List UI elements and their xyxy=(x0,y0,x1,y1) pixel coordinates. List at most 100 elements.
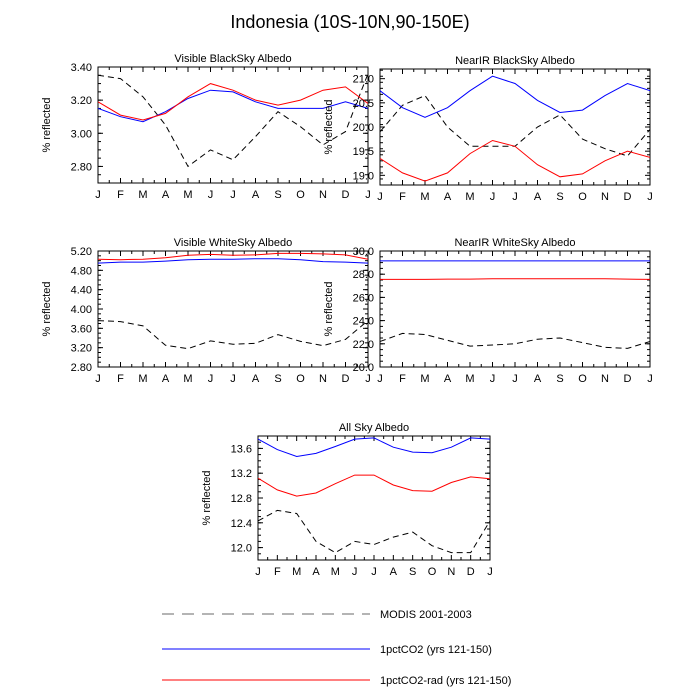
y-tick-label: 4.80 xyxy=(71,265,92,277)
y-axis-label: % reflected xyxy=(323,281,335,336)
x-tick-label: J xyxy=(512,373,518,385)
x-tick-label: M xyxy=(465,191,474,203)
x-tick-label: M xyxy=(420,191,429,203)
x-tick-label: J xyxy=(352,566,358,578)
x-tick-label: D xyxy=(467,566,475,578)
x-tick-label: A xyxy=(162,373,170,385)
y-tick-label: 12.8 xyxy=(231,493,252,505)
chart-panel-1: Visible BlackSky Albedo J F M A M J J A S O N D J 2.80… xyxy=(41,53,371,201)
x-tick-label: F xyxy=(117,373,124,385)
x-tick-label: M xyxy=(331,566,340,578)
x-tick-label: N xyxy=(319,373,327,385)
x-tick-label: A xyxy=(534,191,542,203)
x-tick-label: J xyxy=(208,189,214,201)
x-tick-label: J xyxy=(487,566,493,578)
x-tick-label: M xyxy=(465,373,474,385)
x-tick-label: A xyxy=(252,189,260,201)
panel-title: NearIR WhiteSky Albedo xyxy=(454,237,575,249)
y-tick-label: 4.40 xyxy=(71,285,92,297)
legend-label: 1pctCO2 (yrs 121-150) xyxy=(380,644,492,656)
x-tick-label: A xyxy=(444,191,452,203)
y-tick-label: 21.0 xyxy=(353,74,374,86)
x-tick-label: M xyxy=(420,373,429,385)
main-title: Indonesia (10S-10N,90-150E) xyxy=(230,12,469,32)
x-tick-label: D xyxy=(342,189,350,201)
x-tick-label: J xyxy=(647,373,653,385)
y-tick-label: 30.0 xyxy=(353,246,374,258)
plot-frame xyxy=(379,68,651,186)
x-tick-label: J xyxy=(490,373,496,385)
series-line-3 xyxy=(258,474,490,497)
x-tick-label: J xyxy=(365,373,371,385)
x-tick-label: M xyxy=(292,566,301,578)
x-tick-label: J xyxy=(230,189,236,201)
legend-label: MODIS 2001-2003 xyxy=(380,609,472,621)
x-tick-label: J xyxy=(95,373,101,385)
y-tick-label: 3.20 xyxy=(71,343,92,355)
x-tick-label: J xyxy=(365,189,371,201)
y-tick-label: 3.40 xyxy=(71,62,92,74)
y-tick-label: 20.0 xyxy=(353,362,374,374)
x-tick-label: A xyxy=(252,373,260,385)
series-line-2 xyxy=(258,437,490,458)
y-tick-label: 3.20 xyxy=(71,95,92,107)
x-tick-label: F xyxy=(399,191,406,203)
y-tick-label: 12.0 xyxy=(231,543,252,555)
x-tick-label: J xyxy=(208,373,214,385)
legend-label: 1pctCO2-rad (yrs 121-150) xyxy=(380,675,511,687)
y-tick-label: 26.0 xyxy=(353,292,374,304)
y-axis-label: % reflected xyxy=(201,470,213,525)
y-tick-label: 2.80 xyxy=(71,362,92,374)
y-tick-label: 19.5 xyxy=(353,146,374,158)
x-tick-label: J xyxy=(377,191,383,203)
x-tick-label: M xyxy=(183,189,192,201)
y-tick-label: 24.0 xyxy=(353,316,374,328)
x-tick-label: J xyxy=(647,191,653,203)
y-tick-label: 4.00 xyxy=(71,304,92,316)
x-tick-label: A xyxy=(390,566,398,578)
x-tick-label: O xyxy=(296,189,305,201)
y-tick-label: 13.2 xyxy=(231,468,252,480)
x-tick-label: O xyxy=(578,191,587,203)
plot-frame xyxy=(379,250,651,368)
x-tick-label: S xyxy=(556,373,563,385)
x-tick-label: F xyxy=(274,566,281,578)
x-tick-label: J xyxy=(95,189,101,201)
y-tick-label: 13.6 xyxy=(231,443,252,455)
x-tick-label: A xyxy=(162,189,170,201)
y-axis-label: % reflected xyxy=(41,97,53,152)
x-tick-label: F xyxy=(399,373,406,385)
x-tick-label: J xyxy=(377,373,383,385)
y-tick-label: 12.4 xyxy=(231,518,252,530)
x-tick-label: J xyxy=(371,566,377,578)
series-line-1 xyxy=(380,332,650,349)
x-tick-label: S xyxy=(274,373,281,385)
y-axis-label: % reflected xyxy=(41,281,53,336)
x-tick-label: M xyxy=(138,189,147,201)
x-tick-label: F xyxy=(117,189,124,201)
x-tick-label: D xyxy=(624,191,632,203)
y-tick-label: 5.20 xyxy=(71,246,92,258)
x-tick-label: J xyxy=(255,566,261,578)
x-tick-label: N xyxy=(447,566,455,578)
y-axis-label: % reflected xyxy=(323,99,335,154)
x-tick-label: N xyxy=(319,189,327,201)
x-tick-label: A xyxy=(312,566,320,578)
panel-title: Visible BlackSky Albedo xyxy=(174,53,291,65)
panel-title: Visible WhiteSky Albedo xyxy=(174,237,292,249)
x-tick-label: S xyxy=(556,191,563,203)
series-line-3 xyxy=(98,252,368,261)
series-line-2 xyxy=(98,89,368,123)
x-tick-label: S xyxy=(274,189,281,201)
series-line-2 xyxy=(380,75,650,118)
x-tick-label: A xyxy=(534,373,542,385)
y-tick-label: 3.60 xyxy=(71,323,92,335)
y-tick-label: 20.0 xyxy=(353,122,374,134)
y-tick-label: 2.80 xyxy=(71,161,92,173)
series-line-3 xyxy=(380,139,650,182)
x-tick-label: D xyxy=(342,373,350,385)
